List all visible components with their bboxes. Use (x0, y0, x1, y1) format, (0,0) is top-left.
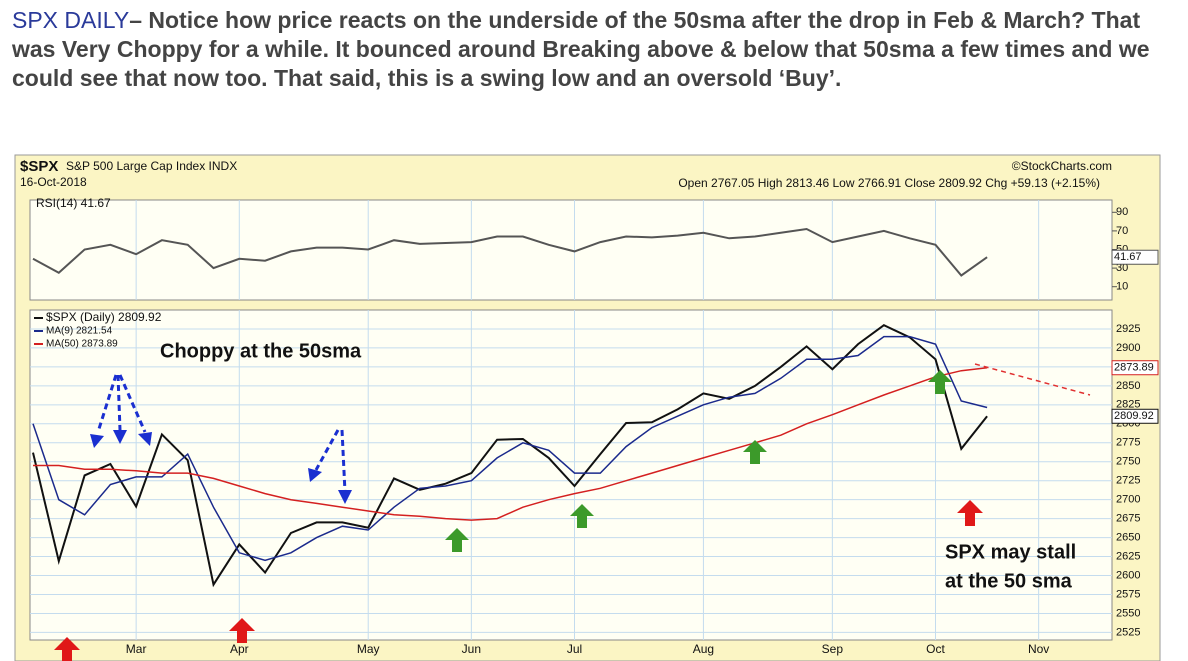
price-panel (29, 309, 1113, 641)
x-tick-label: Nov (1028, 642, 1049, 656)
annotation: SPX may stall (945, 541, 1076, 563)
x-tick-label: May (357, 642, 380, 656)
y-tick-label: 2825 (1116, 399, 1140, 411)
red-arrows (54, 500, 983, 661)
post-heading: SPX DAILY– Notice how price reacts on th… (12, 6, 1162, 93)
rsi-title: RSI(14) 41.67 (36, 196, 111, 210)
x-tick-label: Aug (693, 642, 714, 656)
y-tick-label: 2925 (1116, 323, 1140, 335)
x-tick-label: Mar (126, 642, 147, 656)
y-tick-label: 2675 (1116, 513, 1140, 525)
symbol: $SPX (20, 158, 58, 175)
y-tick-label: 2700 (1116, 494, 1140, 506)
heading-lead: SPX DAILY (12, 7, 130, 33)
y-tick-label: 30 (1116, 262, 1128, 274)
x-tick-label: Oct (926, 642, 945, 656)
y-tick-label: 2650 (1116, 531, 1140, 543)
x-tick-label: Sep (822, 642, 844, 656)
quote: Open 2767.05 High 2813.46 Low 2766.91 Cl… (678, 176, 1100, 190)
green-arrows (445, 370, 952, 552)
y-tick-label: 2625 (1116, 550, 1140, 562)
projection-line (974, 363, 1091, 396)
y-tick-label: 2575 (1116, 588, 1140, 600)
subtitle: S&P 500 Large Cap Index INDX (66, 159, 237, 173)
last-value-label: 41.67 (1114, 251, 1142, 263)
blue-arrowheads (90, 430, 352, 504)
y-tick-label: 10 (1116, 281, 1128, 293)
value-box (1111, 408, 1159, 424)
x-tick-label: Apr (230, 642, 249, 656)
marks: Mar Apr May Jun Jul Aug Sep Oct Nov 2525 2550 2575 2… (30, 200, 1159, 656)
y-tick-label: 70 (1116, 225, 1128, 237)
y-tick-label: 90 (1116, 206, 1128, 218)
y-tick-label: 2550 (1116, 607, 1140, 619)
value-box (1111, 249, 1159, 265)
chart-date: 16-Oct-2018 (20, 175, 87, 189)
arrows (54, 363, 1091, 661)
legend-label: $SPX (Daily) 2809.92 (46, 310, 162, 324)
annotation: at the 50 sma (945, 570, 1073, 592)
y-tick-label: 2600 (1116, 569, 1140, 581)
y-tick-label: 2850 (1116, 380, 1140, 392)
legend-label: MA(50) 2873.89 (46, 339, 118, 350)
blue-dashed-arrows (96, 374, 347, 493)
y-tick-label: 2725 (1116, 475, 1140, 487)
x-tick-label: Jun (462, 642, 481, 656)
y-tick-label: 2775 (1116, 437, 1140, 449)
x-tick-label: Jul (567, 642, 582, 656)
source: ©StockCharts.com (1012, 159, 1112, 173)
series-line (33, 366, 988, 521)
value-box (1111, 360, 1159, 376)
last-value-label: 2809.92 (1114, 410, 1154, 422)
series-line (32, 227, 988, 277)
heading-text: – Notice how price reacts on the undersi… (12, 7, 1150, 91)
series-line (32, 335, 988, 562)
last-value-label: 2873.89 (1114, 362, 1154, 374)
series-line (32, 324, 988, 588)
y-tick-label: 2750 (1116, 456, 1140, 468)
annotation: Choppy at the 50sma (160, 340, 362, 362)
y-tick-label: 2900 (1116, 342, 1140, 354)
y-tick-label: 2525 (1116, 626, 1140, 638)
legend-label: MA(9) 2821.54 (46, 326, 113, 337)
